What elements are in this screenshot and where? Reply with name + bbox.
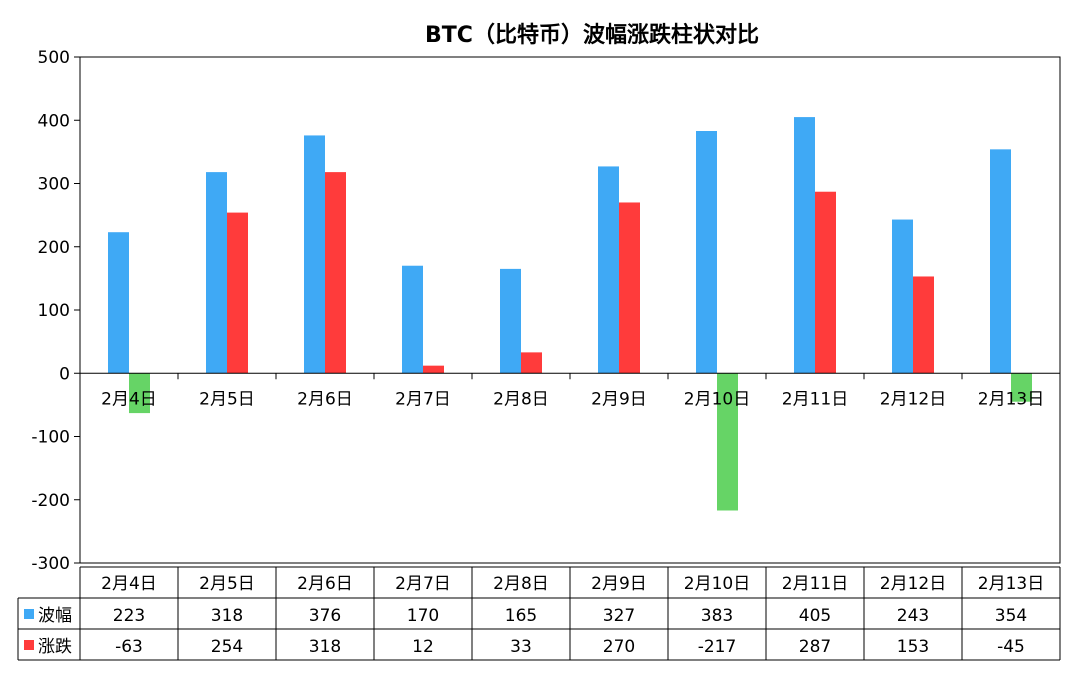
x-tick-label: 2月11日: [782, 389, 848, 409]
y-tick-label: -100: [31, 428, 70, 448]
y-tick-label: -300: [31, 554, 70, 574]
bar-amplitude-8: [892, 219, 913, 374]
x-tick-label: 2月4日: [101, 389, 157, 409]
data-label: 12: [412, 637, 434, 657]
x-tick-label: 2月5日: [199, 389, 255, 409]
bar-change-5: [619, 202, 640, 374]
data-label: 318: [211, 606, 243, 626]
table-header-cell: 2月4日: [101, 574, 157, 594]
y-tick-label: 200: [38, 238, 70, 258]
data-label: -217: [698, 637, 737, 657]
table-header-cell: 2月9日: [591, 574, 647, 594]
bar-amplitude-6: [696, 131, 717, 374]
data-label: 405: [799, 606, 831, 626]
bar-change-2: [325, 172, 346, 374]
x-tick-label: 2月6日: [297, 389, 353, 409]
data-label: 165: [505, 606, 537, 626]
data-label: -63: [115, 637, 143, 657]
data-table: 2月4日 2月5日 2月6日 2月7日 2月8日 2月9日 2月10日 2月11日 2月12日 2…: [17, 566, 1061, 661]
table-header-cell: 2月10日: [684, 574, 750, 594]
bar-amplitude-4: [500, 268, 521, 374]
bar-change-0: [129, 373, 150, 414]
data-label: 354: [995, 606, 1027, 626]
bar-change-8: [913, 276, 934, 374]
bar-change-4: [521, 352, 542, 374]
data-label: 170: [407, 606, 439, 626]
legend-label: 波幅: [38, 606, 72, 626]
table-header-cell: 2月6日: [297, 574, 353, 594]
bar-change-9: [1011, 373, 1032, 402]
data-label: 33: [510, 637, 532, 657]
data-label: 287: [799, 637, 831, 657]
bar-change-3: [423, 365, 444, 374]
y-tick-label: 300: [38, 175, 70, 195]
x-axis: 2月4日 2月5日 2月6日 2月7日 2月8日 2月9日 2月10日 2月11日 2月12日 2…: [79, 372, 1061, 409]
bars: [108, 117, 1032, 511]
table-header-cell: 2月5日: [199, 574, 255, 594]
bar-amplitude-5: [598, 166, 619, 374]
legend-label: 涨跌: [38, 637, 72, 657]
bar-change-1: [227, 212, 248, 374]
data-label: 254: [211, 637, 243, 657]
bar-amplitude-7: [794, 117, 815, 374]
data-label: 376: [309, 606, 341, 626]
bar-amplitude-9: [990, 149, 1011, 374]
x-tick-label: 2月10日: [684, 389, 750, 409]
data-label: 318: [309, 637, 341, 657]
bar-amplitude-0: [108, 232, 129, 374]
x-tick-label: 2月8日: [493, 389, 549, 409]
table-header-cell: 2月13日: [978, 574, 1044, 594]
y-tick-label: 500: [38, 48, 70, 68]
data-label: 383: [701, 606, 733, 626]
bar-amplitude-1: [206, 172, 227, 374]
chart-title: BTC（比特币）波幅涨跌柱状对比: [425, 22, 759, 48]
x-tick-label: 2月12日: [880, 389, 946, 409]
data-label: 327: [603, 606, 635, 626]
legend-swatch-change: [24, 640, 34, 650]
x-tick-label: 2月7日: [395, 389, 451, 409]
y-axis: 500 400 300 200 100 0 -100 -200 -300: [31, 48, 80, 574]
bar-amplitude-3: [402, 265, 423, 374]
x-tick-label: 2月9日: [591, 389, 647, 409]
x-tick-label: 2月13日: [978, 389, 1044, 409]
y-tick-label: -200: [31, 491, 70, 511]
table-header-cell: 2月7日: [395, 574, 451, 594]
table-header-cell: 2月8日: [493, 574, 549, 594]
y-tick-label: 0: [59, 364, 70, 384]
data-label: -45: [997, 637, 1025, 657]
data-label: 153: [897, 637, 929, 657]
y-tick-label: 100: [38, 301, 70, 321]
bar-amplitude-2: [304, 135, 325, 374]
data-label: 270: [603, 637, 635, 657]
table-header-cell: 2月11日: [782, 574, 848, 594]
y-tick-label: 400: [38, 111, 70, 131]
data-label: 223: [113, 606, 145, 626]
bar-change-6: [717, 373, 738, 511]
table-header-cell: 2月12日: [880, 574, 946, 594]
bar-change-7: [815, 191, 836, 374]
legend-swatch-amplitude: [24, 609, 34, 619]
data-label: 243: [897, 606, 929, 626]
